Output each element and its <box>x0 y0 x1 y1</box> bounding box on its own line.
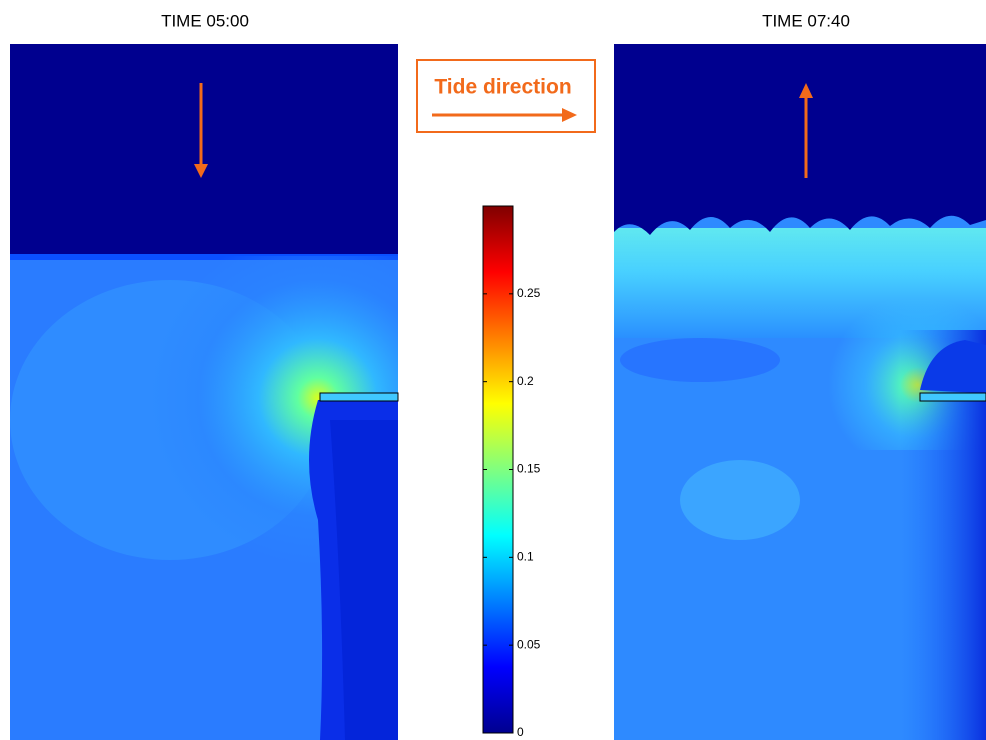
legend: Tide direction <box>416 59 596 133</box>
colorbar: 0 0.05 0.1 0.15 0.2 0.25 <box>482 205 541 739</box>
colorbar-scale <box>482 205 514 734</box>
panel-title: TIME 07:40 <box>762 11 850 30</box>
left-field <box>10 44 399 740</box>
legend-label: Tide direction <box>434 76 571 99</box>
legend-arrowhead <box>562 108 577 122</box>
tick-label: 0.05 <box>517 637 541 651</box>
right-field <box>614 44 986 740</box>
panel-title: TIME 05:00 <box>161 11 249 30</box>
tick-label: 0.25 <box>517 286 541 300</box>
tick-label: 0.2 <box>517 374 534 388</box>
tick-label: 0.15 <box>517 462 541 476</box>
tick-label: 0.1 <box>517 550 534 564</box>
tick-label: 0 <box>517 725 524 739</box>
